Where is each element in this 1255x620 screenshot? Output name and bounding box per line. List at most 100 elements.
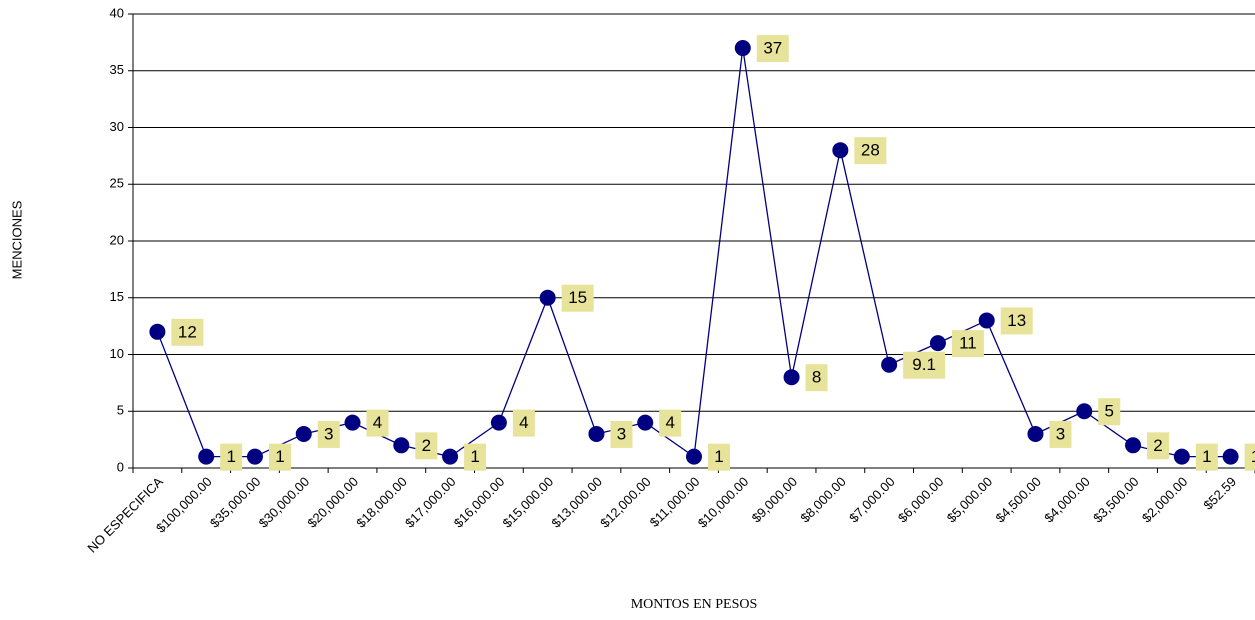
y-tick-label: 20	[110, 232, 124, 247]
line	[156, 47, 1231, 458]
marker	[393, 437, 410, 454]
x-tick-label: $11,000.00	[647, 474, 703, 530]
data-label: 3	[324, 424, 333, 443]
data-label: 13	[1007, 311, 1026, 330]
data-label-box	[561, 284, 594, 312]
marker	[490, 414, 507, 431]
x-tick-label: $8,000.00	[797, 474, 849, 526]
data-label: 4	[373, 413, 382, 432]
marker	[1173, 448, 1190, 465]
marker	[1027, 425, 1044, 442]
marker	[588, 425, 605, 442]
marker	[637, 414, 654, 431]
marker	[149, 323, 166, 340]
data-label-box	[610, 420, 633, 448]
data-label: 28	[861, 141, 880, 160]
x-tick-label: $4,000.00	[1041, 474, 1093, 526]
data-label-box	[1098, 398, 1121, 426]
data-label: 1	[226, 447, 235, 466]
data-label-box	[268, 443, 291, 471]
data-label: 1	[1202, 447, 1211, 466]
data-label-box	[659, 409, 682, 437]
data-label: 5	[1105, 402, 1114, 421]
data-label-box	[708, 443, 730, 471]
data-label-box	[805, 364, 828, 392]
data-label: 1	[470, 447, 479, 466]
data-label: 3	[617, 424, 626, 443]
x-tick-label: $2,000.00	[1139, 474, 1191, 526]
x-tick-label: NO ESPECIFICA	[84, 474, 166, 556]
data-label: 1	[1251, 447, 1255, 466]
data-label: 3	[1056, 424, 1065, 443]
marker	[832, 142, 849, 159]
x-tick-label: $15,000.00	[500, 474, 557, 531]
marker	[442, 448, 459, 465]
data-label: 1	[275, 447, 284, 466]
x-tick-label: $17,000.00	[402, 474, 459, 531]
data-label: 15	[568, 288, 587, 307]
data-label-box	[415, 432, 438, 460]
data-label-box	[854, 137, 887, 165]
x-tick-label: $30,000.00	[256, 474, 313, 531]
marker	[686, 448, 702, 465]
data-label-box	[1147, 432, 1170, 460]
data-label: 11	[959, 334, 977, 353]
x-tick-label: $9,000.00	[749, 474, 801, 526]
y-tick-label: 30	[110, 119, 124, 134]
x-tick-label: $20,000.00	[304, 474, 361, 531]
x-tick-label: $5,000.00	[944, 474, 996, 526]
data-label-box	[1049, 420, 1072, 448]
y-tick-label: 0	[117, 459, 124, 474]
x-tick-label: $35,000.00	[207, 474, 264, 531]
data-label-box	[512, 409, 535, 437]
marker	[246, 448, 263, 465]
x-tick-label: $16,000.00	[451, 474, 508, 531]
marker	[978, 312, 995, 329]
data-label-box	[317, 420, 340, 448]
y-tick-label: 5	[117, 403, 124, 418]
data-label-box	[951, 330, 984, 358]
data-label: 4	[519, 413, 528, 432]
data-label: 9.1	[912, 355, 936, 374]
y-tick-label: 35	[110, 62, 124, 77]
data-label: 2	[422, 436, 431, 455]
y-tick-label: 10	[110, 346, 124, 361]
x-tick-label: $3,500.00	[1090, 474, 1142, 526]
x-tick-label: $4,500.00	[993, 474, 1045, 526]
data-label: 37	[763, 39, 782, 58]
x-tick-label: $12,000.00	[597, 474, 654, 531]
data-label-box	[903, 351, 946, 379]
data-label-box	[366, 409, 389, 437]
data-label: 1	[714, 447, 723, 466]
marker	[539, 289, 556, 306]
x-tick-label: $13,000.00	[548, 474, 605, 531]
y-tick-label: 40	[110, 5, 124, 20]
marker	[929, 335, 946, 352]
x-tick-label: $10,000.00	[695, 474, 752, 531]
y-axis-title: MENCIONES	[9, 200, 24, 279]
marker	[1222, 448, 1239, 465]
data-label-box	[1195, 443, 1218, 471]
marker	[295, 425, 312, 442]
data-label-box	[464, 443, 487, 471]
data-label: 12	[178, 322, 197, 341]
marker	[344, 414, 361, 431]
data-label-box	[1000, 307, 1033, 335]
data-label: 8	[812, 368, 821, 387]
x-tick-label: $6,000.00	[895, 474, 947, 526]
marker	[198, 448, 215, 465]
data-label-box	[171, 318, 204, 346]
x-axis-title: MONTOS EN PESOS	[631, 597, 758, 612]
data-label-box	[756, 35, 789, 63]
data-label: 2	[1153, 436, 1162, 455]
x-tick-label: $18,000.00	[353, 474, 410, 531]
x-tick-label: $52.59	[1200, 474, 1239, 513]
marker	[783, 369, 800, 386]
data-label: 4	[665, 413, 674, 432]
y-tick-label: 25	[110, 176, 124, 191]
marker	[881, 356, 898, 373]
y-tick-label: 15	[110, 289, 124, 304]
marker	[1076, 403, 1093, 420]
data-label-box	[1244, 443, 1255, 471]
